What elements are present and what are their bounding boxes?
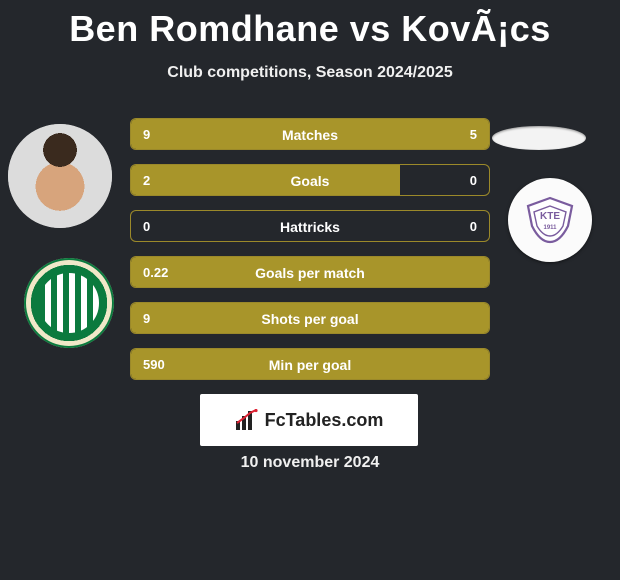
stat-row: Shots per goal9 xyxy=(130,302,490,334)
stat-value-right: 0 xyxy=(470,165,477,196)
stat-row: Matches9 5 xyxy=(130,118,490,150)
club-badge-right: KTE 1911 xyxy=(508,178,592,262)
stat-label: Hattricks xyxy=(131,211,489,241)
brand-logo-icon xyxy=(235,409,259,431)
page-title: Ben Romdhane vs KovÃ¡cs xyxy=(0,0,620,50)
stat-value-right: 0 xyxy=(470,211,477,242)
stat-label: Matches xyxy=(131,119,489,149)
avatar-placeholder-icon xyxy=(8,124,112,228)
stat-value-left: 2 xyxy=(143,165,150,196)
brand-badge: FcTables.com xyxy=(200,394,418,446)
stat-row: Min per goal590 xyxy=(130,348,490,380)
player-left-avatar xyxy=(8,124,112,228)
club-badge-right-shield-icon: KTE 1911 xyxy=(524,196,576,244)
club-badge-left-inner-icon xyxy=(36,270,102,336)
stat-label: Min per goal xyxy=(131,349,489,379)
stats-container: Matches95Goals20Hattricks00Goals per mat… xyxy=(130,118,490,394)
stat-row: Hattricks0 0 xyxy=(130,210,490,242)
stat-value-right: 5 xyxy=(470,119,477,150)
stat-label: Goals xyxy=(131,165,489,195)
club-right-year: 1911 xyxy=(543,225,557,231)
stat-value-left: 9 xyxy=(143,303,150,334)
stat-value-left: 0.22 xyxy=(143,257,168,288)
stat-row: Goals2 0 xyxy=(130,164,490,196)
stat-value-left: 590 xyxy=(143,349,165,380)
stat-value-left: 9 xyxy=(143,119,150,150)
date-text: 10 november 2024 xyxy=(0,454,620,472)
player-right-avatar xyxy=(492,126,586,150)
club-badge-left xyxy=(24,258,114,348)
club-right-text: KTE xyxy=(540,211,560,222)
subtitle: Club competitions, Season 2024/2025 xyxy=(0,64,620,82)
stat-label: Goals per match xyxy=(131,257,489,287)
stat-label: Shots per goal xyxy=(131,303,489,333)
brand-text: FcTables.com xyxy=(265,410,384,431)
stat-row: Goals per match0.22 xyxy=(130,256,490,288)
stat-value-left: 0 xyxy=(143,211,150,242)
